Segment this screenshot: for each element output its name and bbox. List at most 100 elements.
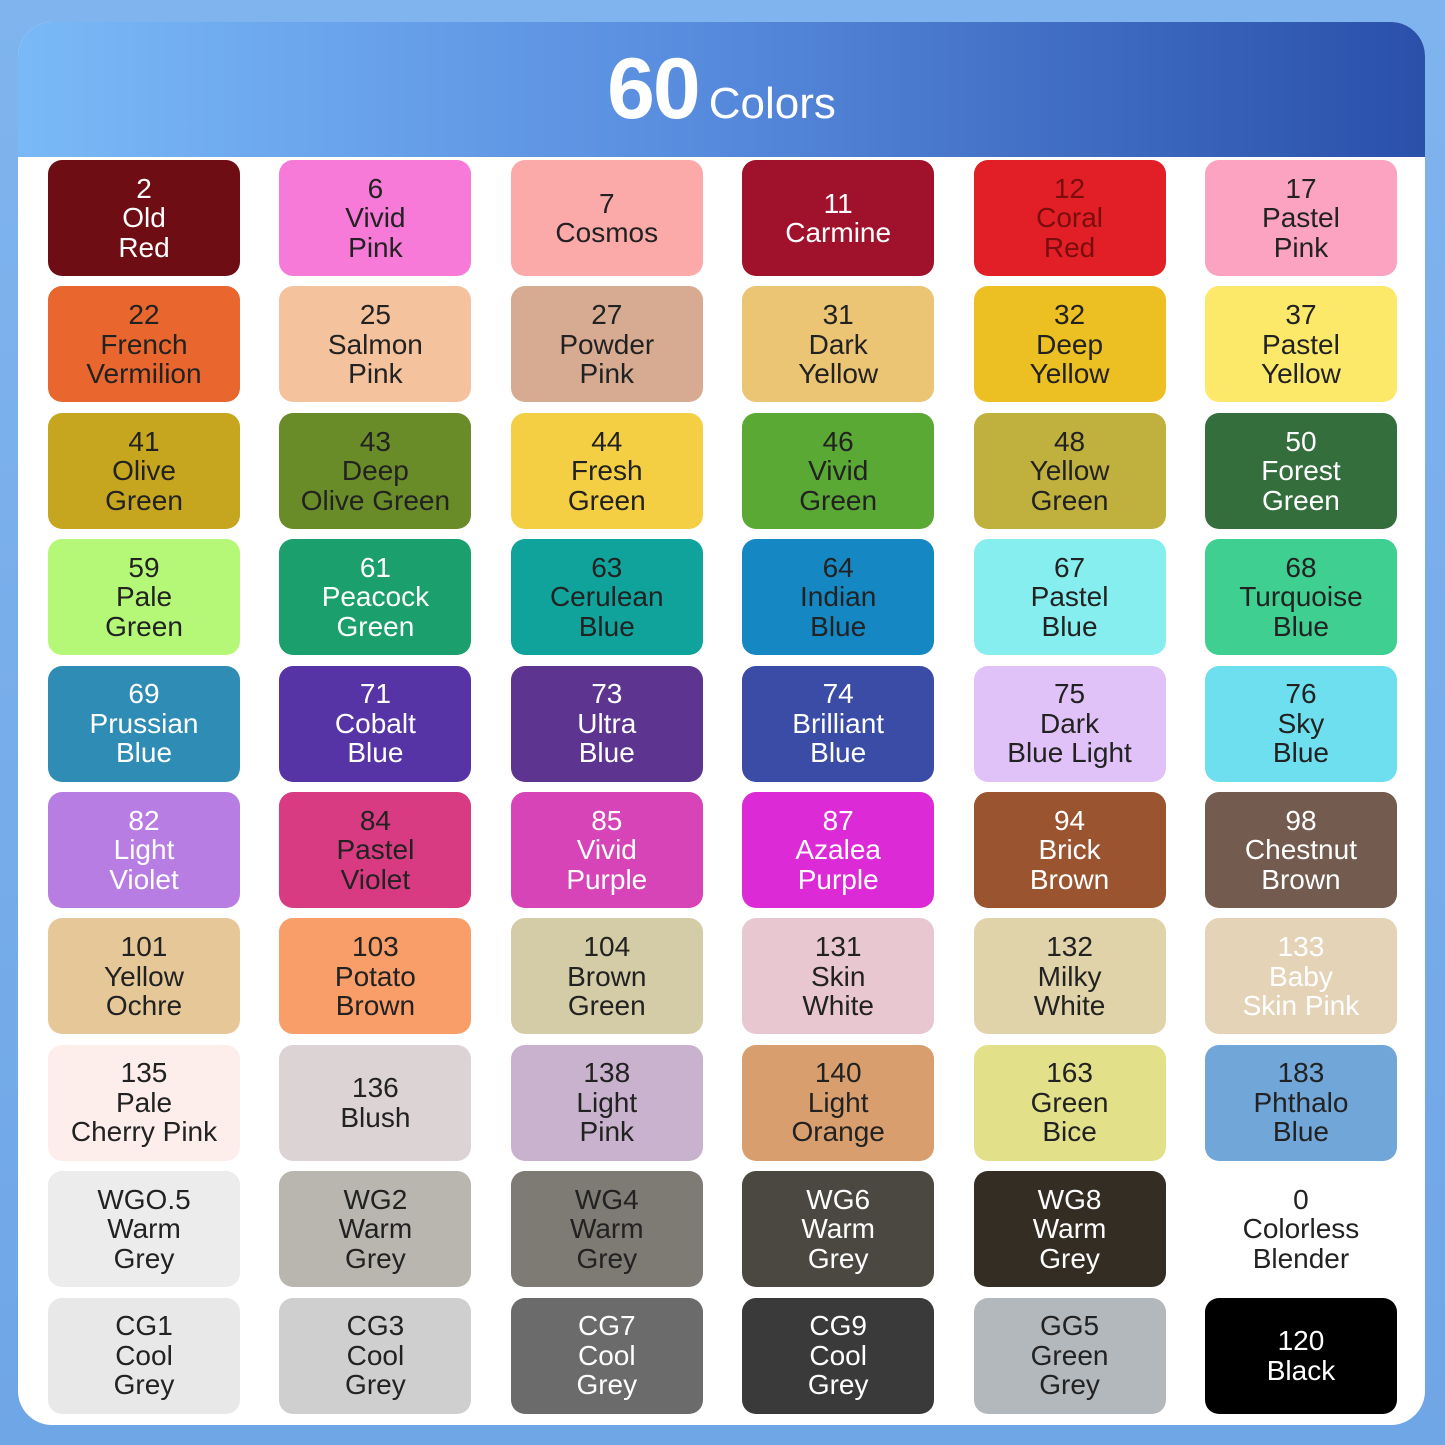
color-swatch: CG3 Cool Grey xyxy=(279,1297,472,1414)
swatch-code: CG9 xyxy=(809,1310,867,1342)
swatch-code: 67 xyxy=(1053,551,1086,583)
color-swatch: 22 French Vermilion xyxy=(48,286,240,403)
swatch-code: 43 xyxy=(359,425,391,457)
color-swatch: 101 Yellow Ochre xyxy=(48,918,240,1035)
color-swatch: WG2 Warm Grey xyxy=(279,1171,472,1288)
color-swatch: 71 Cobalt Blue xyxy=(279,665,472,782)
swatch-name: Blue xyxy=(578,737,635,769)
swatch-name: Yellow xyxy=(798,358,879,390)
swatch-name: Green xyxy=(105,610,183,642)
color-swatch: 41 Olive Green xyxy=(48,412,240,529)
swatch-code: 2 xyxy=(136,172,152,204)
swatch-code: 11 xyxy=(823,187,853,219)
color-swatch: 84 Pastel Violet xyxy=(279,791,472,908)
swatch-code: 140 xyxy=(814,1057,862,1089)
swatch-name: Cherry Pink xyxy=(70,1116,218,1148)
swatch-code: 17 xyxy=(1285,172,1317,204)
swatch-name: Indian xyxy=(800,581,877,613)
color-swatch: 27 Powder Pink xyxy=(510,286,703,403)
swatch-code: 64 xyxy=(822,551,854,583)
color-swatch: 136 Blush xyxy=(279,1044,472,1161)
color-swatch: 138 Light Pink xyxy=(510,1044,703,1161)
color-swatch: 43 Deep Olive Green xyxy=(279,412,472,529)
color-swatch: 63 Cerulean Blue xyxy=(510,539,703,656)
color-swatch: 61 Peacock Green xyxy=(279,539,472,656)
swatch-name: Blush xyxy=(340,1101,411,1133)
swatch-name: Deep xyxy=(1036,328,1104,360)
swatch-code: 22 xyxy=(128,299,160,331)
color-swatch: 104 Brown Green xyxy=(510,918,703,1035)
color-swatch: 76 Sky Blue xyxy=(1204,665,1397,782)
swatch-code: 136 xyxy=(352,1072,399,1104)
swatch-name: Skin Pink xyxy=(1242,990,1360,1022)
swatch-code: 94 xyxy=(1053,804,1086,836)
swatch-name: Warm xyxy=(107,1213,181,1245)
color-swatch: 94 Brick Brown xyxy=(973,791,1166,908)
swatch-code: 74 xyxy=(822,678,854,710)
swatch-code: 101 xyxy=(120,931,168,963)
swatch-code: 183 xyxy=(1277,1057,1325,1089)
swatch-name: Green xyxy=(567,990,646,1022)
swatch-name: Pale xyxy=(115,1086,173,1118)
color-swatch: 12 Coral Red xyxy=(973,160,1166,276)
swatch-name: Pastel xyxy=(1262,328,1340,360)
swatch-code: 163 xyxy=(1046,1057,1093,1089)
swatch-code: 6 xyxy=(367,172,384,204)
swatch-name: Old xyxy=(122,202,166,234)
color-swatch: 11 Carmine xyxy=(742,160,935,276)
swatch-code: 82 xyxy=(128,804,160,836)
color-swatch: 132 Milky White xyxy=(973,918,1166,1035)
color-swatch: 50 Forest Green xyxy=(1204,412,1397,529)
swatch-name: Light xyxy=(576,1086,638,1118)
swatch-name: Milky xyxy=(1037,960,1102,992)
swatch-name: Green xyxy=(1030,1086,1109,1118)
swatch-code: 104 xyxy=(583,931,631,963)
swatch-name: Cool xyxy=(577,1339,636,1371)
color-swatch: 73 Ultra Blue xyxy=(510,665,703,782)
color-swatch: 163 Green Bice xyxy=(973,1044,1166,1161)
swatch-name: Green xyxy=(799,484,878,516)
swatch-name: Bice xyxy=(1042,1116,1097,1148)
swatch-name: Ochre xyxy=(105,990,183,1022)
swatch-name: Green xyxy=(336,610,415,642)
color-swatch: 120 Black xyxy=(1204,1297,1397,1414)
swatch-name: Sky xyxy=(1277,707,1325,739)
swatch-name: Warm xyxy=(569,1213,644,1245)
color-swatch: 48 Yellow Green xyxy=(973,412,1166,529)
color-swatch: 98 Chestnut Brown xyxy=(1204,791,1397,908)
swatch-name: Pink xyxy=(579,358,635,390)
swatch-code: 85 xyxy=(591,804,623,836)
swatch-name: White xyxy=(1033,990,1106,1022)
swatch-code: 68 xyxy=(1285,551,1317,583)
swatch-code: 69 xyxy=(128,678,160,710)
swatch-code: 135 xyxy=(120,1057,168,1089)
swatch-name: Colorless xyxy=(1242,1213,1360,1245)
swatch-name: Cool xyxy=(346,1339,405,1371)
swatch-code: WG8 xyxy=(1037,1183,1102,1215)
swatch-name: Skin xyxy=(810,960,866,992)
color-swatch: 2 Old Red xyxy=(48,160,240,276)
color-swatch: 67 Pastel Blue xyxy=(973,539,1166,656)
color-swatch: 68 Turquoise Blue xyxy=(1204,539,1397,656)
swatch-name: Grey xyxy=(576,1242,638,1274)
color-swatch: WG4 Warm Grey xyxy=(510,1171,703,1288)
swatch-code: 61 xyxy=(359,551,391,583)
swatch-name: Forest xyxy=(1261,455,1341,487)
swatch-name: Chestnut xyxy=(1244,834,1357,866)
color-swatch: 25 Salmon Pink xyxy=(279,286,472,403)
swatch-code: 132 xyxy=(1046,931,1093,963)
swatch-code: WG6 xyxy=(806,1183,871,1215)
swatch-code: 31 xyxy=(822,299,854,331)
color-swatch: WG8 Warm Grey xyxy=(973,1171,1166,1288)
header-banner: 60 Colors xyxy=(18,22,1425,157)
swatch-name: Coral xyxy=(1036,202,1104,234)
color-swatch: CG1 Cool Grey xyxy=(48,1297,240,1414)
swatch-name: Ultra xyxy=(577,707,637,739)
swatch-name: Grey xyxy=(807,1369,869,1401)
swatch-name: Grey xyxy=(345,1242,406,1274)
swatch-name: Olive Green xyxy=(300,484,451,516)
swatch-name: Grey xyxy=(576,1369,638,1401)
swatch-name: Red xyxy=(118,231,170,263)
swatch-name: Green xyxy=(1262,484,1340,516)
swatch-name: Blue Light xyxy=(1007,737,1132,769)
